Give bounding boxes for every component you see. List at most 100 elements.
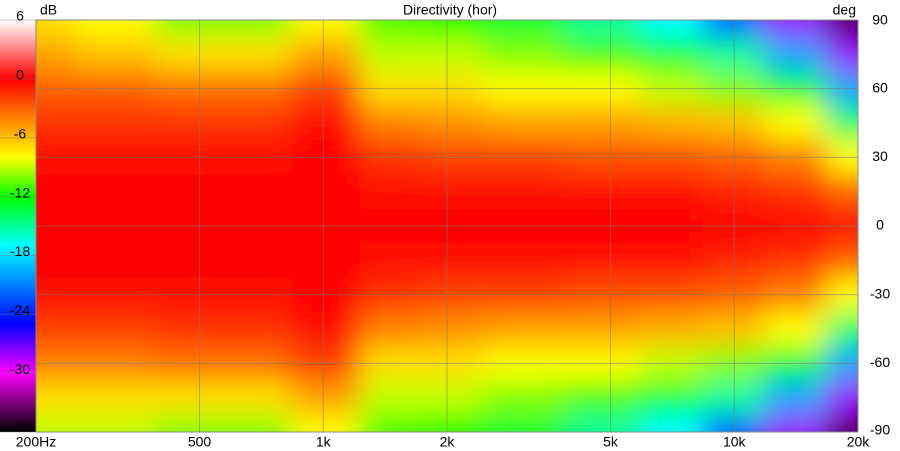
y-axis-label: deg	[833, 2, 856, 18]
x-tick-label: 10k	[723, 434, 747, 450]
heat-cell	[359, 20, 422, 38]
heat-cell	[564, 20, 642, 38]
heat-cell	[153, 105, 231, 141]
heat-cell	[640, 37, 703, 72]
heat-cell	[702, 37, 765, 72]
heat-cell	[153, 20, 231, 38]
heat-cell	[359, 243, 422, 278]
heat-cell	[764, 174, 827, 210]
heat-cell	[564, 105, 642, 141]
heat-cell	[483, 105, 566, 141]
x-tick-label: 20k	[847, 434, 871, 450]
heat-cell	[764, 20, 827, 38]
heat-cell	[72, 37, 155, 72]
x-tick-label: 200Hz	[16, 434, 56, 450]
heat-cell	[359, 174, 422, 210]
colorbar-tick-label: -36	[10, 419, 30, 435]
heat-cell	[702, 414, 765, 432]
x-tick-label: 5k	[603, 434, 619, 450]
heat-cell	[483, 243, 566, 278]
heat-cell	[702, 20, 765, 38]
heat-cell	[36, 311, 73, 347]
heat-cell	[72, 414, 155, 432]
heat-cell	[826, 105, 858, 141]
y-tick-label: 30	[872, 148, 888, 164]
y-tick-label: -90	[870, 422, 890, 438]
heat-cell	[72, 105, 155, 141]
heat-cell	[826, 20, 858, 38]
heat-cell	[702, 243, 765, 278]
heat-cell	[291, 243, 360, 278]
y-tick-label: 0	[876, 217, 884, 233]
heat-cell	[421, 105, 484, 141]
heat-cell	[564, 37, 642, 72]
heat-cell	[229, 174, 292, 210]
heat-cell	[421, 414, 484, 432]
y-tick-label: 90	[872, 12, 888, 28]
heat-cell	[359, 414, 422, 432]
heat-cell	[826, 174, 858, 210]
heat-cell	[826, 243, 858, 278]
heat-cell	[36, 174, 73, 210]
heat-cell	[36, 243, 73, 278]
x-tick-label: 1k	[316, 434, 332, 450]
heat-cell	[229, 380, 292, 416]
heat-cell	[229, 414, 292, 432]
heat-cell	[72, 20, 155, 38]
heat-cell	[640, 105, 703, 141]
heat-cell	[826, 311, 858, 347]
y-tick-label: -30	[870, 285, 890, 301]
colorbar-tick-label: -30	[10, 361, 30, 377]
heat-cell	[229, 311, 292, 347]
heat-cell	[640, 380, 703, 416]
heat-cell	[421, 380, 484, 416]
y-tick-label: -60	[870, 354, 890, 370]
heat-cell	[564, 243, 642, 278]
heat-cell	[640, 174, 703, 210]
heat-cell	[564, 414, 642, 432]
heat-cell	[291, 414, 360, 432]
heat-cell	[764, 105, 827, 141]
heat-cell	[764, 380, 827, 416]
heat-cell	[826, 414, 858, 432]
colorbar-tick-label: -24	[10, 302, 30, 318]
heat-cell	[764, 414, 827, 432]
heat-cell	[421, 311, 484, 347]
heat-cell	[640, 414, 703, 432]
heat-cell	[359, 380, 422, 416]
heat-cell	[564, 380, 642, 416]
heat-cell	[229, 105, 292, 141]
heat-cell	[640, 311, 703, 347]
plot-frame	[35, 19, 859, 433]
heat-cell	[291, 37, 360, 72]
heat-cell	[702, 105, 765, 141]
heat-cell	[72, 243, 155, 278]
heat-cell	[153, 37, 231, 72]
colorbar-tick-label: 6	[16, 8, 24, 24]
heat-cell	[291, 105, 360, 141]
heat-cell	[36, 414, 73, 432]
heat-cell	[153, 174, 231, 210]
heat-cell	[483, 414, 566, 432]
heat-cell	[640, 243, 703, 278]
heat-cell	[153, 380, 231, 416]
heat-cell	[36, 20, 73, 38]
heat-cell	[764, 311, 827, 347]
heat-cell	[36, 37, 73, 72]
heat-cell	[36, 105, 73, 141]
heat-cell	[421, 37, 484, 72]
heat-cell	[421, 174, 484, 210]
heat-cell	[72, 311, 155, 347]
heat-cell	[229, 37, 292, 72]
heat-cell	[483, 174, 566, 210]
colorbar-label: dB	[40, 2, 57, 18]
heat-cell	[72, 380, 155, 416]
heat-cell	[764, 37, 827, 72]
heat-cell	[483, 380, 566, 416]
heat-cell	[702, 174, 765, 210]
heat-cell	[564, 174, 642, 210]
heat-cell	[72, 174, 155, 210]
heat-cell	[153, 311, 231, 347]
heat-cell	[359, 37, 422, 72]
